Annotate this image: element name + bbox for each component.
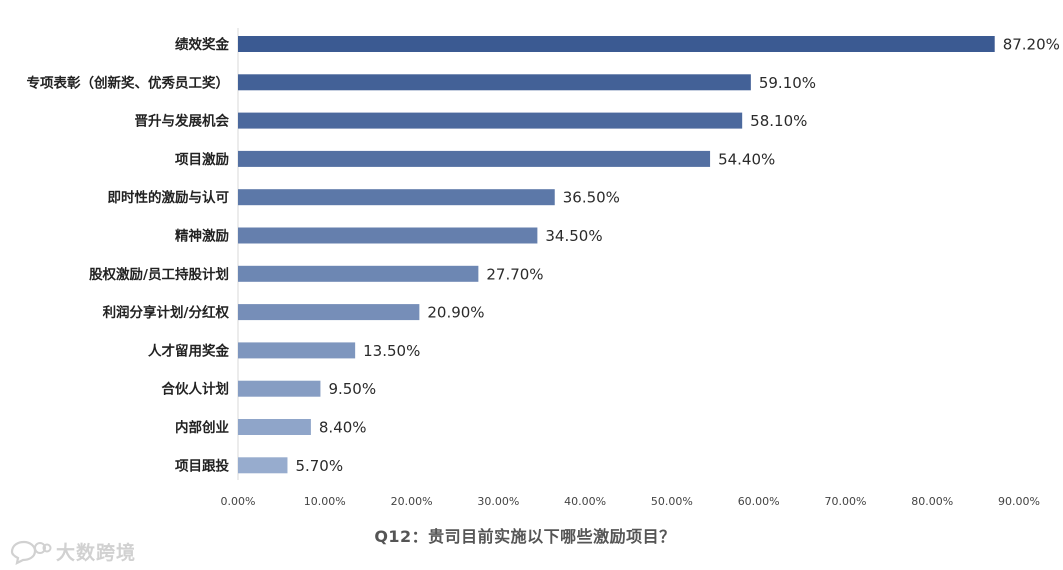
category-label: 项目激励 xyxy=(175,151,229,168)
bar xyxy=(238,189,555,206)
bar xyxy=(238,74,751,91)
bar xyxy=(238,304,420,321)
x-tick-label: 20.00% xyxy=(391,495,433,508)
x-tick-label: 10.00% xyxy=(304,495,346,508)
x-axis-ticks: 0.00% 10.00% 20.00% 30.00% 40.00% 50.00% 60.00… xyxy=(221,495,1040,508)
value-label: 5.70% xyxy=(295,457,343,475)
watermark: 大数跨境 xyxy=(8,538,136,565)
category-label: 精神激励 xyxy=(175,228,229,245)
x-tick-label: 0.00% xyxy=(221,495,256,508)
category-label: 项目跟投 xyxy=(175,458,229,474)
x-tick-label: 30.00% xyxy=(477,495,519,508)
x-tick-label: 80.00% xyxy=(911,495,953,508)
bar xyxy=(238,419,311,435)
bar xyxy=(238,265,479,282)
x-tick-label: 40.00% xyxy=(564,495,606,508)
value-label: 8.40% xyxy=(319,419,367,437)
bar xyxy=(238,380,321,397)
bar xyxy=(238,227,538,244)
value-label: 58.10% xyxy=(750,112,807,130)
chart-title: Q12：贵司目前实施以下哪些激励项目？ xyxy=(374,527,675,546)
bar xyxy=(238,112,743,129)
category-label: 专项表彰（创新奖、优秀员工奖） xyxy=(27,74,230,91)
value-label: 87.20% xyxy=(1003,36,1060,54)
category-label: 绩效奖金 xyxy=(175,36,229,53)
value-label: 59.10% xyxy=(759,74,816,92)
watermark-text: 大数跨境 xyxy=(56,542,137,564)
value-label: 9.50% xyxy=(328,380,376,398)
value-label: 54.40% xyxy=(718,150,775,168)
bar xyxy=(238,36,995,52)
value-label: 27.70% xyxy=(486,265,543,283)
x-tick-label: 60.00% xyxy=(738,495,780,508)
category-label: 内部创业 xyxy=(175,419,229,436)
category-label: 晋升与发展机会 xyxy=(135,113,230,130)
chat-bubble-logo-icon xyxy=(10,540,52,565)
value-label: 13.50% xyxy=(363,342,420,360)
bar xyxy=(238,342,356,359)
bars-layer xyxy=(237,28,995,480)
category-label: 股权激励/员工持股计划 xyxy=(89,266,229,283)
category-label: 人才留用奖金 xyxy=(148,342,229,359)
category-label: 即时性的激励与认可 xyxy=(108,189,230,206)
x-tick-label: 50.00% xyxy=(651,495,693,508)
x-tick-label: 90.00% xyxy=(998,495,1040,508)
category-label: 利润分享计划/分红权 xyxy=(103,304,230,321)
value-label: 34.50% xyxy=(545,227,602,245)
bar xyxy=(238,150,711,167)
value-label: 20.90% xyxy=(427,304,484,322)
value-labels: 87.20% 59.10% 58.10% 54.40% 36.50% 34.50% 27.7… xyxy=(295,36,1059,475)
value-label: 36.50% xyxy=(563,189,620,207)
category-label: 合伙人计划 xyxy=(162,381,230,398)
bar xyxy=(238,457,288,474)
x-tick-label: 70.00% xyxy=(824,495,866,508)
